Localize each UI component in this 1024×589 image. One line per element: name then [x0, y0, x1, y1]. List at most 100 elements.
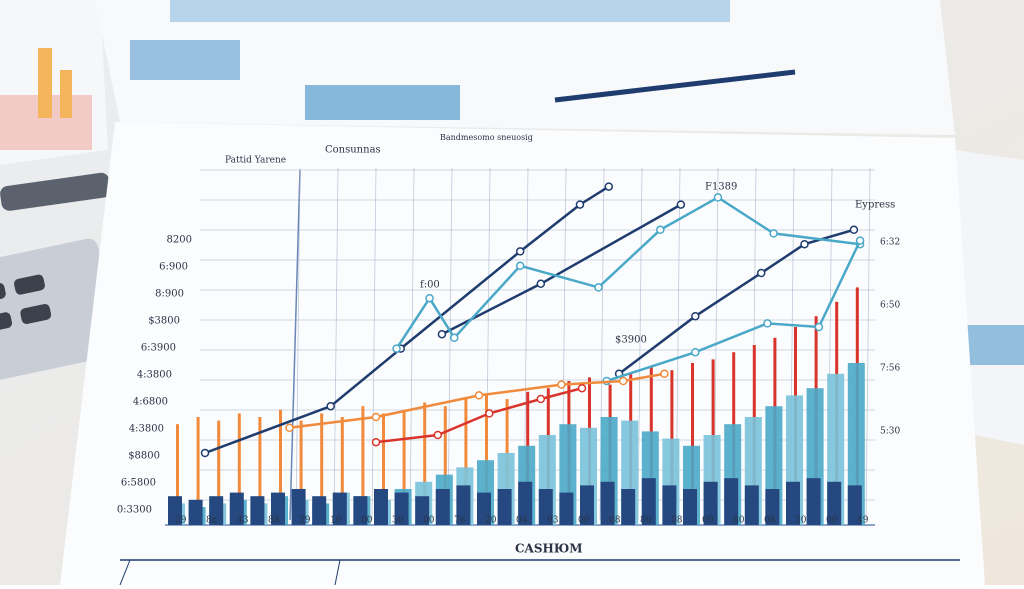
spike — [299, 420, 303, 525]
y-label: $3800 — [148, 316, 180, 327]
header-right: Bandmesomo sneuosig — [440, 133, 533, 142]
dark-bar — [374, 489, 388, 525]
line-point — [285, 423, 294, 433]
x-label: 8¢ — [206, 516, 217, 526]
table-rule — [119, 559, 131, 586]
x-label: 80 — [733, 516, 745, 526]
spike — [423, 402, 427, 525]
spike — [196, 417, 200, 525]
x-label: 20 — [485, 516, 497, 526]
teal-bar — [847, 363, 865, 525]
band-top — [554, 69, 796, 103]
line-point — [575, 200, 585, 209]
dark-bar — [600, 481, 615, 525]
x-label: 00 — [361, 516, 373, 526]
line-point — [691, 347, 700, 357]
dark-bar — [683, 489, 697, 525]
spike — [237, 413, 241, 525]
dark-bar — [806, 478, 821, 525]
dark-bar — [188, 499, 203, 525]
bar-left — [60, 70, 72, 118]
dark-bar — [271, 492, 285, 525]
dark-bar — [291, 489, 306, 525]
dark-bar — [456, 485, 471, 525]
dark-bar — [765, 489, 780, 525]
y-label: 4:3800 — [137, 370, 172, 381]
callout: Eypress — [855, 200, 895, 211]
x-label: 80 — [640, 516, 652, 526]
dark-bar — [250, 496, 265, 525]
line-point — [326, 401, 335, 411]
line-point — [437, 329, 447, 339]
x-label: 00 — [826, 516, 838, 526]
trend-line — [289, 372, 665, 430]
line-point — [536, 279, 546, 289]
line-point — [515, 247, 525, 256]
dark-bar — [435, 489, 450, 525]
line-point — [200, 448, 210, 458]
line-point — [371, 437, 381, 447]
dark-bar — [744, 485, 759, 525]
line-point — [450, 333, 459, 343]
dark-bar — [662, 485, 677, 525]
line-point — [594, 283, 603, 292]
line-point — [756, 268, 766, 278]
x-label: 20 — [795, 516, 807, 526]
spike — [361, 406, 365, 525]
bar-right — [962, 325, 1024, 365]
x-label: 08 — [764, 516, 776, 526]
line-point — [763, 319, 772, 328]
line-point — [392, 344, 401, 353]
callout: f:00 — [420, 280, 440, 291]
dark-bar — [559, 492, 574, 525]
line-point — [433, 430, 443, 440]
right-label: 6:32 — [880, 238, 900, 248]
dark-bar — [786, 481, 800, 525]
axis-line — [289, 169, 301, 521]
dark-bar — [168, 496, 182, 525]
grid-line — [333, 167, 339, 521]
dark-bar — [703, 481, 718, 525]
dark-bar — [538, 489, 553, 525]
line-point — [474, 391, 484, 400]
y-label: 6:5800 — [121, 478, 156, 489]
line-point — [425, 293, 434, 303]
line-point — [577, 383, 587, 393]
x-label: 88 — [268, 516, 280, 526]
pen — [0, 172, 111, 211]
dark-bar — [394, 492, 409, 525]
spike — [382, 413, 385, 525]
spike — [402, 409, 406, 525]
grid-line — [865, 167, 871, 521]
y-label: 4:6800 — [133, 397, 168, 408]
spike — [443, 406, 447, 525]
dark-bar — [477, 492, 491, 525]
bar-left — [38, 48, 52, 118]
trend-line — [204, 185, 610, 455]
dark-bar — [518, 481, 533, 525]
spike — [279, 409, 282, 525]
bars-top — [130, 40, 240, 80]
line-point — [676, 200, 686, 209]
line-point — [691, 311, 700, 321]
grid-line — [447, 167, 453, 521]
line-point — [557, 380, 566, 389]
calculator — [0, 238, 120, 384]
line-point — [485, 409, 494, 418]
y-label: 8:900 — [155, 289, 184, 300]
line-point — [660, 369, 669, 379]
line-point — [800, 239, 809, 249]
paper-right — [955, 150, 1024, 445]
y-label: 8200 — [167, 235, 192, 246]
line-point — [618, 376, 628, 386]
spike — [691, 363, 694, 525]
grid-line — [409, 167, 415, 521]
x-label: 08 — [671, 516, 683, 526]
line-point — [814, 322, 824, 332]
x-label: 76 — [454, 516, 466, 526]
line-point — [604, 182, 614, 191]
dark-bar — [847, 485, 862, 525]
marks — [168, 182, 865, 525]
x-label: 09 — [702, 516, 714, 526]
